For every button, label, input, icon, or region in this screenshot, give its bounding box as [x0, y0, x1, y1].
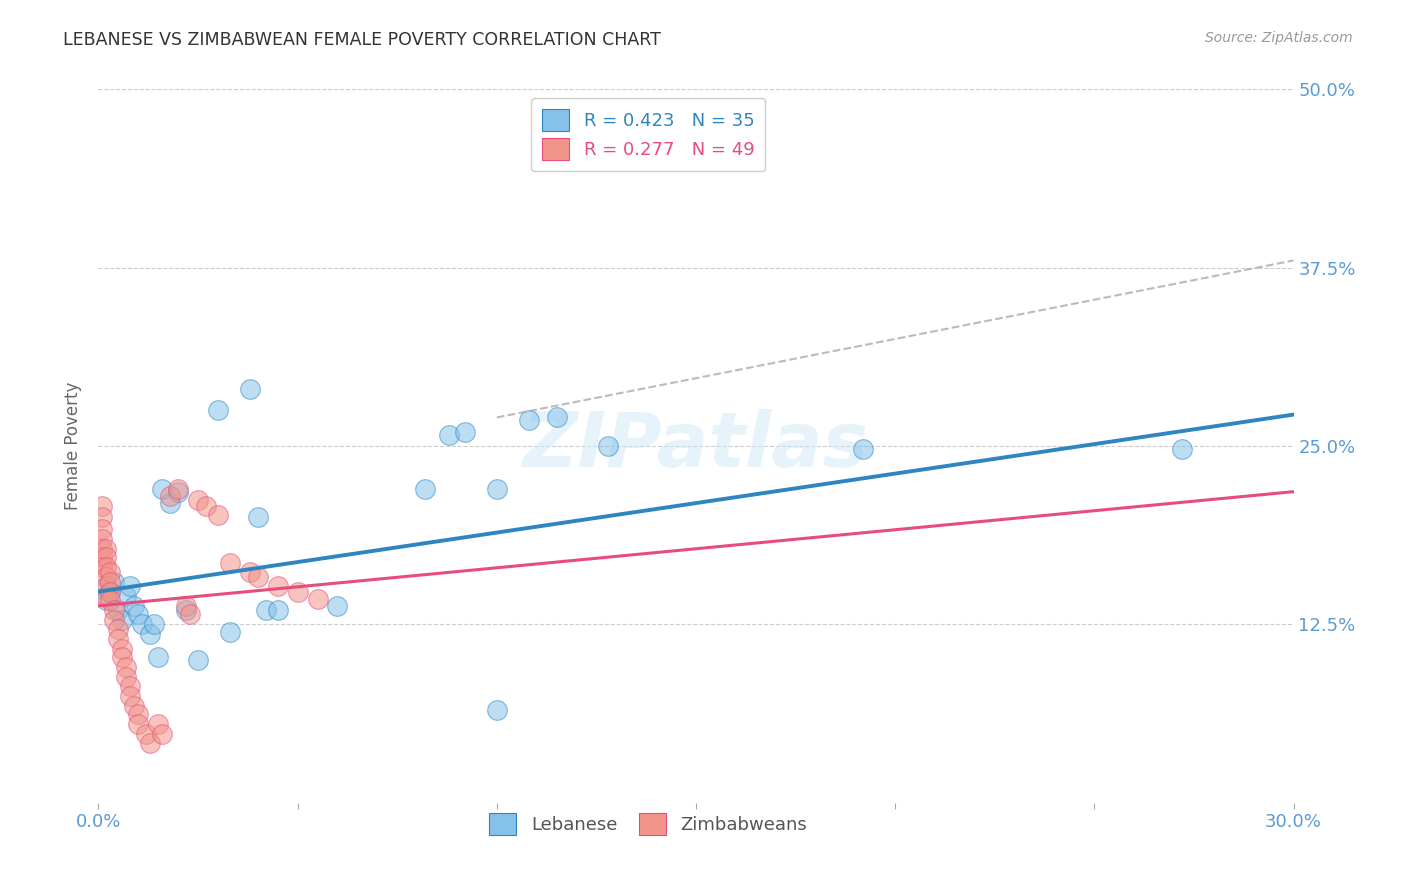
Point — [852, 442, 875, 456]
Point — [159, 496, 181, 510]
Point — [207, 508, 229, 522]
Point — [246, 510, 269, 524]
Point — [96, 560, 118, 574]
Point — [115, 589, 138, 603]
Point — [413, 482, 436, 496]
Point — [239, 382, 262, 396]
Point — [98, 565, 122, 579]
Point — [96, 550, 118, 565]
Point — [107, 603, 129, 617]
Point — [111, 650, 134, 665]
Point — [307, 591, 329, 606]
Point — [127, 607, 149, 622]
Point — [120, 689, 142, 703]
Point — [246, 570, 269, 584]
Point — [96, 570, 118, 584]
Point — [148, 650, 170, 665]
Point — [195, 499, 218, 513]
Y-axis label: Female Poverty: Female Poverty — [65, 382, 83, 510]
Point — [239, 565, 262, 579]
Point — [131, 617, 153, 632]
Point — [111, 641, 134, 656]
Point — [91, 550, 114, 565]
Text: LEBANESE VS ZIMBABWEAN FEMALE POVERTY CORRELATION CHART: LEBANESE VS ZIMBABWEAN FEMALE POVERTY CO… — [63, 31, 661, 49]
Point — [150, 727, 173, 741]
Point — [91, 499, 114, 513]
Point — [120, 679, 142, 693]
Point — [96, 589, 118, 603]
Point — [98, 593, 122, 607]
Point — [287, 584, 309, 599]
Point — [91, 532, 114, 546]
Point — [124, 599, 146, 613]
Point — [167, 482, 190, 496]
Point — [107, 632, 129, 646]
Point — [91, 510, 114, 524]
Point — [219, 624, 242, 639]
Point — [91, 582, 114, 596]
Point — [115, 660, 138, 674]
Point — [546, 410, 568, 425]
Point — [187, 653, 209, 667]
Point — [103, 574, 125, 589]
Point — [267, 579, 290, 593]
Point — [96, 593, 118, 607]
Point — [267, 603, 290, 617]
Point — [111, 613, 134, 627]
Point — [179, 607, 201, 622]
Point — [437, 427, 460, 442]
Point — [207, 403, 229, 417]
Point — [127, 717, 149, 731]
Point — [98, 574, 122, 589]
Point — [517, 413, 540, 427]
Point — [91, 541, 114, 556]
Point — [135, 727, 157, 741]
Text: Source: ZipAtlas.com: Source: ZipAtlas.com — [1205, 31, 1353, 45]
Point — [454, 425, 477, 439]
Point — [1171, 442, 1194, 456]
Point — [167, 484, 190, 499]
Point — [150, 482, 173, 496]
Text: ZIPatlas: ZIPatlas — [523, 409, 869, 483]
Point — [139, 627, 162, 641]
Point — [159, 489, 181, 503]
Point — [143, 617, 166, 632]
Point — [219, 556, 242, 570]
Point — [98, 584, 122, 599]
Point — [485, 482, 508, 496]
Point — [139, 736, 162, 750]
Point — [148, 717, 170, 731]
Point — [91, 522, 114, 536]
Point — [326, 599, 349, 613]
Point — [107, 622, 129, 636]
Point — [91, 560, 114, 574]
Point — [485, 703, 508, 717]
Point — [96, 579, 118, 593]
Point — [103, 603, 125, 617]
Legend: Lebanese, Zimbabweans: Lebanese, Zimbabweans — [481, 804, 815, 844]
Point — [598, 439, 620, 453]
Point — [103, 613, 125, 627]
Point — [127, 707, 149, 722]
Point — [124, 698, 146, 713]
Point — [174, 603, 197, 617]
Point — [187, 493, 209, 508]
Point — [174, 599, 197, 613]
Point — [254, 603, 277, 617]
Point — [115, 670, 138, 684]
Point — [98, 584, 122, 599]
Point — [96, 541, 118, 556]
Point — [120, 579, 142, 593]
